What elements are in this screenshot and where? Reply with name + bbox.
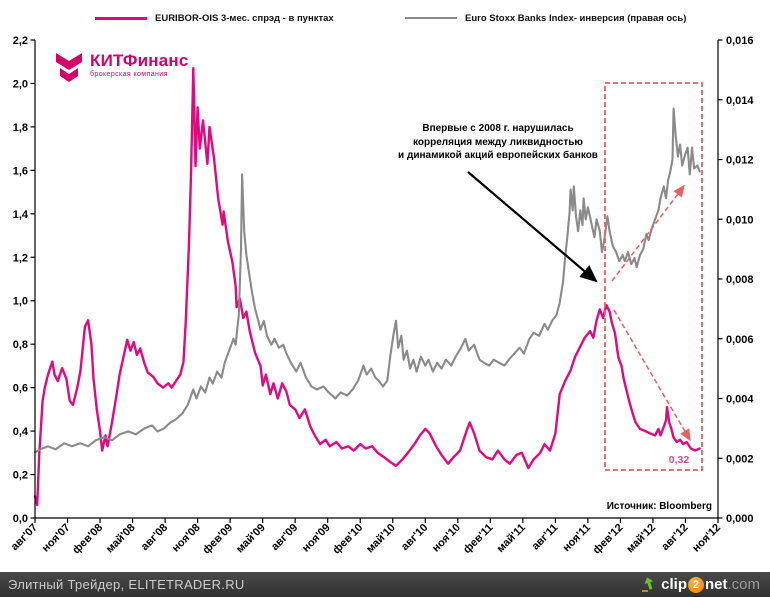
x-axis-label: фев'12 bbox=[591, 522, 626, 557]
y-axis-label-left: 2,2 bbox=[13, 35, 28, 47]
x-axis-label: май'08 bbox=[104, 522, 138, 556]
y-axis-label-left: 0,0 bbox=[13, 513, 28, 525]
series-lines bbox=[33, 66, 701, 507]
x-axis-label: авг'07 bbox=[9, 522, 40, 553]
y-axis-label-left: 0,8 bbox=[13, 339, 28, 351]
last-value-label: 0,32 bbox=[669, 454, 690, 466]
trend-arrow-up bbox=[611, 184, 685, 282]
y-axis-label-left: 2,0 bbox=[13, 78, 28, 90]
x-axis-label: ноя'07 bbox=[40, 522, 73, 555]
annotation-line-3: и динамикой акций европейских банков bbox=[398, 150, 598, 161]
kit-finance-logo-icon bbox=[56, 53, 82, 82]
x-axis-label: май'09 bbox=[234, 522, 268, 556]
x-axis-label: ноя'10 bbox=[430, 522, 463, 555]
brand-title: КИТФинанс bbox=[90, 51, 189, 70]
y-axis-label-left: 1,6 bbox=[13, 165, 28, 177]
y-axis-label-left: 1,2 bbox=[13, 252, 28, 264]
chart-legend: EURIBOR-OIS 3-мес. спрэд - в пунктах Eur… bbox=[0, 10, 770, 28]
x-axis-label: фев'11 bbox=[461, 522, 495, 556]
annotation-line-2: корреляция между ликвидностью bbox=[413, 136, 583, 148]
x-axis-label: ноя'12 bbox=[690, 522, 723, 555]
x-axis-label: авг'10 bbox=[399, 522, 430, 553]
y-axis-label-left: 0,6 bbox=[13, 383, 28, 395]
legend-label-euribor: EURIBOR-OIS 3-мес. спрэд - в пунктах bbox=[155, 12, 334, 24]
x-axis-label: май'10 bbox=[364, 522, 398, 556]
y-axis-label-right: 0,008 bbox=[726, 274, 754, 286]
trend-arrow-down bbox=[613, 309, 691, 442]
x-axis-label: май'12 bbox=[624, 522, 658, 556]
x-axis-label: авг'12 bbox=[659, 522, 690, 553]
y-axis-label-left: 1,0 bbox=[13, 296, 28, 308]
y-axis-label-left: 1,8 bbox=[13, 122, 28, 134]
y-axis-label-right: 0,004 bbox=[726, 394, 754, 406]
legend-label-eurostoxx: Euro Stoxx Banks Index- инверсия (правая… bbox=[465, 12, 687, 24]
brand-subtitle: брокерская компания bbox=[90, 71, 168, 78]
x-axis-label: ноя'11 bbox=[561, 522, 593, 554]
y-axis-label-right: 0,010 bbox=[726, 214, 754, 226]
kit-finance-logo: КИТФинанс брокерская компания bbox=[54, 52, 189, 88]
clip2net-text-net: net bbox=[704, 576, 728, 593]
axis-ticks bbox=[30, 39, 723, 523]
x-axis-label: авг'08 bbox=[139, 522, 170, 553]
footer-bar: Элитный Трейдер, ELITETRADER.RU clip 2 n… bbox=[0, 572, 770, 597]
annotation-text: Впервые с 2008 г. нарушилась корреляция … bbox=[383, 122, 613, 163]
legend-item-euribor: EURIBOR-OIS 3-мес. спрэд - в пунктах bbox=[95, 10, 334, 26]
y-axis-label-right: 0,016 bbox=[726, 35, 754, 47]
footer-site-text: Элитный Трейдер, ELITETRADER.RU bbox=[8, 577, 245, 592]
x-axis-label: авг'09 bbox=[269, 522, 300, 553]
x-axis-label: ноя'09 bbox=[300, 522, 333, 555]
clip2net-logo-link[interactable]: clip 2 net .com bbox=[640, 576, 760, 593]
y-axis-label-right: 0,014 bbox=[726, 95, 754, 107]
clip2net-text-clip: clip bbox=[661, 576, 687, 593]
x-axis-label: ноя'08 bbox=[170, 522, 203, 555]
y-axis-label-right: 0,002 bbox=[726, 453, 754, 465]
legend-swatch-eurostoxx bbox=[405, 16, 457, 20]
source-note: Источник: Bloomberg bbox=[607, 501, 712, 512]
series-line-euribor-ois bbox=[33, 66, 701, 507]
x-axis-label: фев'09 bbox=[200, 522, 235, 557]
legend-item-eurostoxx: Euro Stoxx Banks Index- инверсия (правая… bbox=[405, 10, 686, 26]
series-line-eurostoxx-banks-inverted bbox=[33, 107, 701, 454]
clip2net-text-com: .com bbox=[727, 576, 760, 593]
y-axis-label-left: 0,4 bbox=[13, 426, 29, 438]
clip2net-badge-2: 2 bbox=[687, 576, 704, 593]
x-axis-label: май'11 bbox=[495, 522, 528, 555]
x-axis-label: авг'11 bbox=[530, 522, 561, 553]
annotation-line-1: Впервые с 2008 г. нарушилась bbox=[422, 123, 574, 134]
clip2net-arrow-icon bbox=[640, 576, 657, 593]
y-axis-label-right: 0,012 bbox=[726, 155, 754, 167]
highlight-box bbox=[604, 82, 703, 471]
x-axis-label: фев'08 bbox=[70, 522, 105, 557]
y-axis-label-right: 0,006 bbox=[726, 334, 754, 346]
annotation-arrow bbox=[467, 171, 598, 283]
y-axis-label-left: 1,4 bbox=[13, 209, 29, 221]
y-axis-label-left: 0,2 bbox=[13, 470, 28, 482]
x-axis-label: фев'10 bbox=[331, 522, 366, 557]
axis-labels: 2,2 2,0 1,8 1,6 1,4 1,2 1,0 0,8 0,6 0,4 0,2 0,0 0,01… bbox=[9, 35, 755, 556]
y-axis-label-right: 0,000 bbox=[726, 513, 754, 525]
line-chart: 2,2 2,0 1,8 1,6 1,4 1,2 1,0 0,8 0,6 0,4 0,2 0,0 0,01… bbox=[9, 35, 755, 556]
legend-swatch-euribor bbox=[95, 16, 147, 20]
